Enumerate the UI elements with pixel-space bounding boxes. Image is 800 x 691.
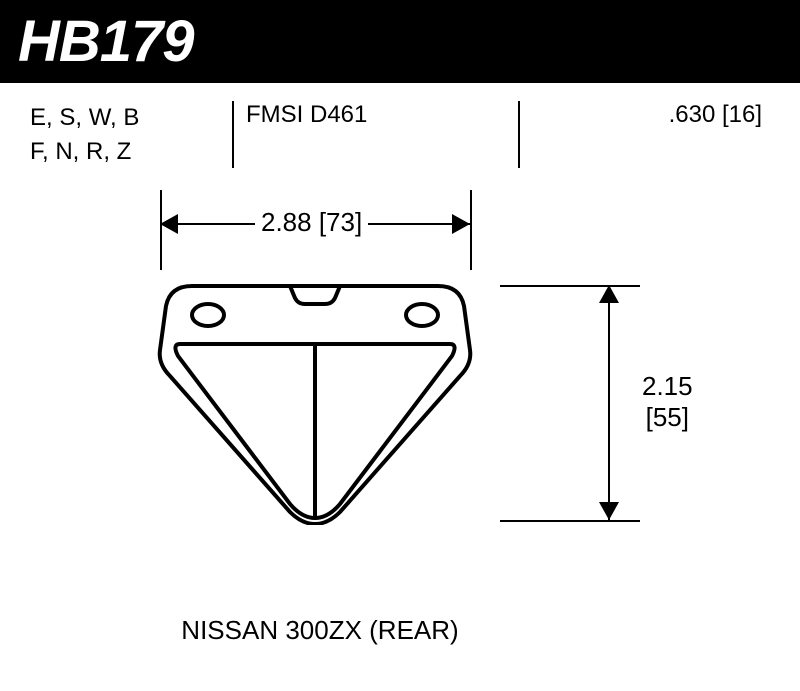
fmsi-column: FMSI D461 [246,101,506,129]
ext-line-top [500,285,640,287]
thickness-column: .630 [16] [532,101,762,129]
part-number-header: HB179 [0,0,800,83]
brake-pad-outline [150,280,480,525]
product-label: NISSAN 300ZX (REAR) [0,615,640,646]
diagram-area: 2.88 [73] 2.15 [55] NISSAN 300ZX (REAR) [0,175,800,635]
compounds-column: E, S, W, B F, N, R, Z [30,101,220,168]
spec-row: E, S, W, B F, N, R, Z FMSI D461 .630 [16… [0,101,800,168]
height-dimension-arrow [608,285,610,520]
ext-line-right [470,190,472,270]
spec-divider-2 [518,101,520,168]
width-dimension-label: 2.88 [73] [255,207,368,238]
ext-line-bottom [500,520,640,522]
part-number: HB179 [18,9,194,74]
spec-divider-1 [232,101,234,168]
compounds-line2: F, N, R, Z [30,135,220,169]
compounds-line1: E, S, W, B [30,101,220,135]
thickness-value: .630 [16] [669,101,762,128]
height-dimension-label: 2.15 [55] [636,371,699,433]
fmsi-value: FMSI D461 [246,101,367,128]
